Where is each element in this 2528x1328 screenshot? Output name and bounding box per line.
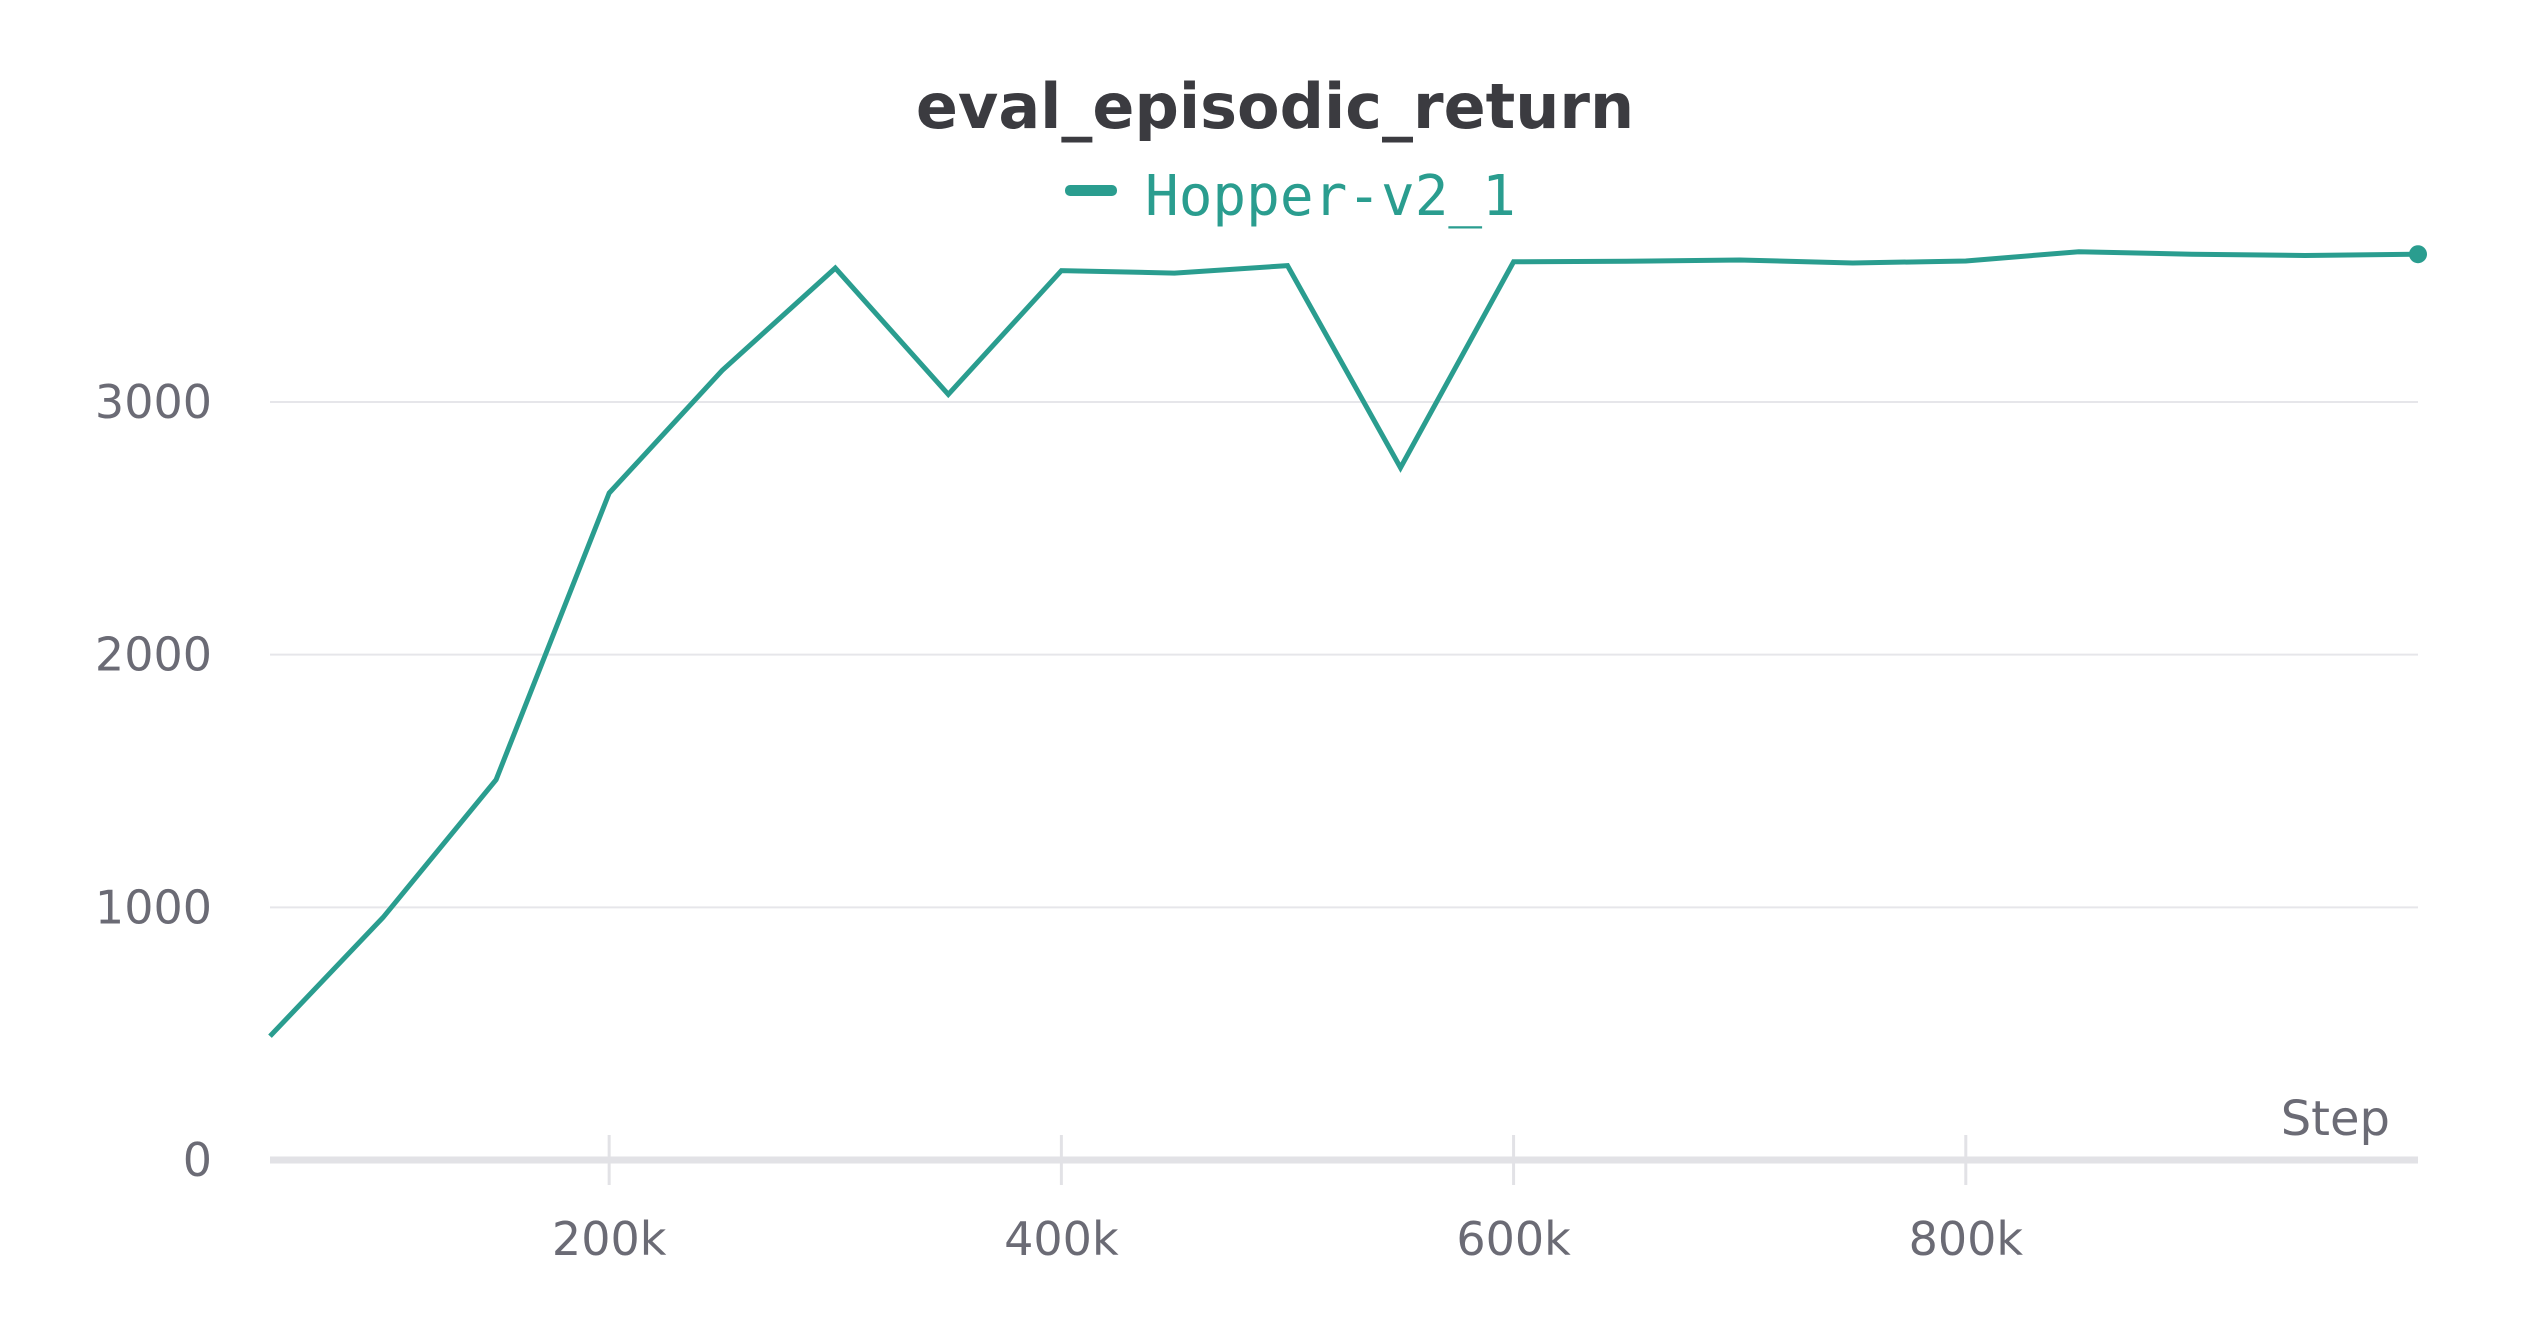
y-tick-label-1000: 1000 <box>95 880 212 934</box>
y-axis-ticks: 0 1000 2000 3000 <box>95 375 212 1187</box>
y-tick-label-2000: 2000 <box>95 628 212 682</box>
series-line-hopper-v2-1[interactable] <box>268 249 2419 1038</box>
legend[interactable]: Hopper-v2_1 <box>1065 164 1516 229</box>
series-end-point-hopper-v2-1[interactable] <box>2409 245 2427 264</box>
y-tick-label-0: 0 <box>183 1133 212 1187</box>
x-tick-label-600k: 600k <box>1456 1212 1571 1266</box>
x-axis-label: Step <box>2281 1091 2390 1147</box>
x-tick-label-800k: 800k <box>1909 1212 2024 1266</box>
y-tick-label-3000: 3000 <box>95 375 212 429</box>
series-layer[interactable] <box>268 245 2427 1038</box>
x-axis-ticks: 200k 400k 600k 800k <box>552 1135 2023 1266</box>
grid-lines <box>270 401 2418 909</box>
x-tick-label-400k: 400k <box>1004 1212 1119 1266</box>
legend-swatch <box>1065 185 1117 196</box>
legend-label-hopper-v2-1: Hopper-v2_1 <box>1145 164 1516 229</box>
chart-title: eval_episodic_return <box>916 70 1634 143</box>
x-tick-label-200k: 200k <box>552 1212 667 1266</box>
